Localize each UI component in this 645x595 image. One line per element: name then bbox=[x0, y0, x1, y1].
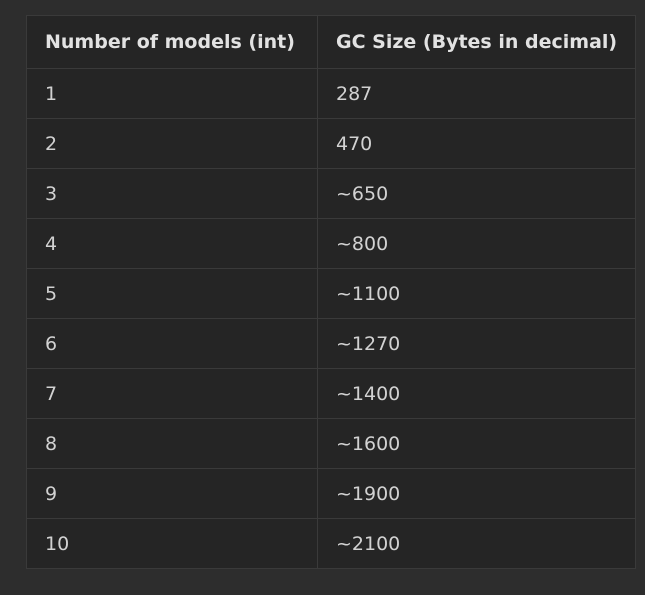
cell-gc-size: ~1900 bbox=[316, 468, 637, 519]
header-number-of-models: Number of models (int) bbox=[26, 15, 318, 69]
cell-models: 5 bbox=[26, 268, 318, 319]
table-row: 4 ~800 bbox=[26, 218, 637, 269]
table-row: 5 ~1100 bbox=[26, 268, 637, 319]
table-row: 10 ~2100 bbox=[26, 518, 637, 569]
header-gc-size: GC Size (Bytes in decimal) bbox=[316, 15, 637, 69]
cell-gc-size: ~800 bbox=[316, 218, 637, 269]
cell-models: 9 bbox=[26, 468, 318, 519]
cell-models: 8 bbox=[26, 418, 318, 469]
cell-gc-size: ~1270 bbox=[316, 318, 637, 369]
table-row: 3 ~650 bbox=[26, 168, 637, 219]
cell-models: 6 bbox=[26, 318, 318, 369]
cell-gc-size: ~650 bbox=[316, 168, 637, 219]
table-container: Number of models (int) GC Size (Bytes in… bbox=[26, 15, 637, 569]
table-row: 8 ~1600 bbox=[26, 418, 637, 469]
table-row: 2 470 bbox=[26, 118, 637, 169]
table-row: 7 ~1400 bbox=[26, 368, 637, 419]
cell-models: 1 bbox=[26, 68, 318, 119]
table-header-row: Number of models (int) GC Size (Bytes in… bbox=[26, 15, 637, 69]
cell-gc-size: 287 bbox=[316, 68, 637, 119]
cell-gc-size: ~1400 bbox=[316, 368, 637, 419]
gc-size-table: Number of models (int) GC Size (Bytes in… bbox=[26, 15, 637, 569]
table-row: 1 287 bbox=[26, 68, 637, 119]
cell-gc-size: ~2100 bbox=[316, 518, 637, 569]
cell-models: 2 bbox=[26, 118, 318, 169]
cell-models: 7 bbox=[26, 368, 318, 419]
cell-gc-size: ~1100 bbox=[316, 268, 637, 319]
cell-gc-size: ~1600 bbox=[316, 418, 637, 469]
table-row: 6 ~1270 bbox=[26, 318, 637, 369]
cell-models: 4 bbox=[26, 218, 318, 269]
cell-gc-size: 470 bbox=[316, 118, 637, 169]
cell-models: 10 bbox=[26, 518, 318, 569]
table-row: 9 ~1900 bbox=[26, 468, 637, 519]
cell-models: 3 bbox=[26, 168, 318, 219]
